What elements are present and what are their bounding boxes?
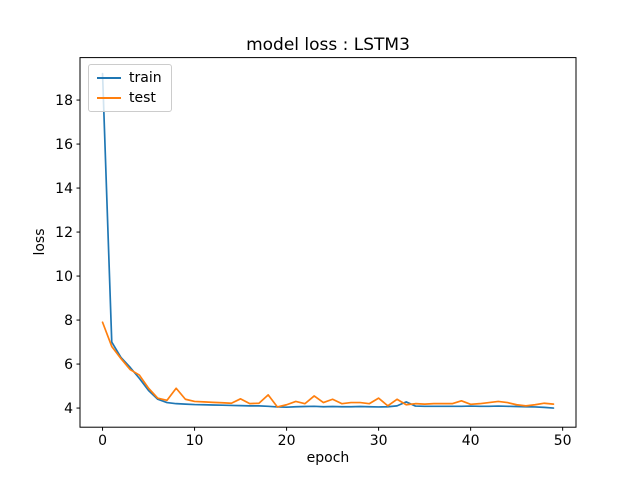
y-axis-label: loss — [32, 228, 48, 256]
y-tick-label: 10 — [55, 269, 73, 285]
legend-item-test: test — [97, 90, 162, 106]
y-tick-label: 6 — [64, 357, 73, 373]
y-tick-label: 18 — [55, 93, 73, 109]
chart-title: model loss : LSTM3 — [246, 35, 410, 55]
axes-spines — [79, 57, 577, 428]
test-legend-line-icon — [97, 97, 121, 99]
y-tick-label: 14 — [55, 181, 73, 197]
x-axis-label: epoch — [306, 450, 350, 466]
train-series-line — [101, 72, 555, 409]
y-tick-label: 12 — [55, 225, 73, 241]
legend-label: train — [129, 70, 162, 86]
legend-item-train: train — [97, 70, 162, 86]
x-tick-label: 0 — [98, 433, 107, 449]
legend: train test — [88, 64, 172, 112]
test-series-line — [101, 321, 555, 408]
x-tick-label: 10 — [186, 433, 204, 449]
y-tick-label: 16 — [55, 137, 73, 153]
x-tick-label: 40 — [462, 433, 480, 449]
x-tick-label: 20 — [278, 433, 296, 449]
x-tick-label: 30 — [370, 433, 388, 449]
y-tick-label: 4 — [64, 401, 73, 417]
train-legend-line-icon — [97, 77, 121, 79]
y-tick-label: 8 — [64, 313, 73, 329]
legend-label: test — [129, 90, 156, 106]
x-tick-label: 50 — [554, 433, 572, 449]
